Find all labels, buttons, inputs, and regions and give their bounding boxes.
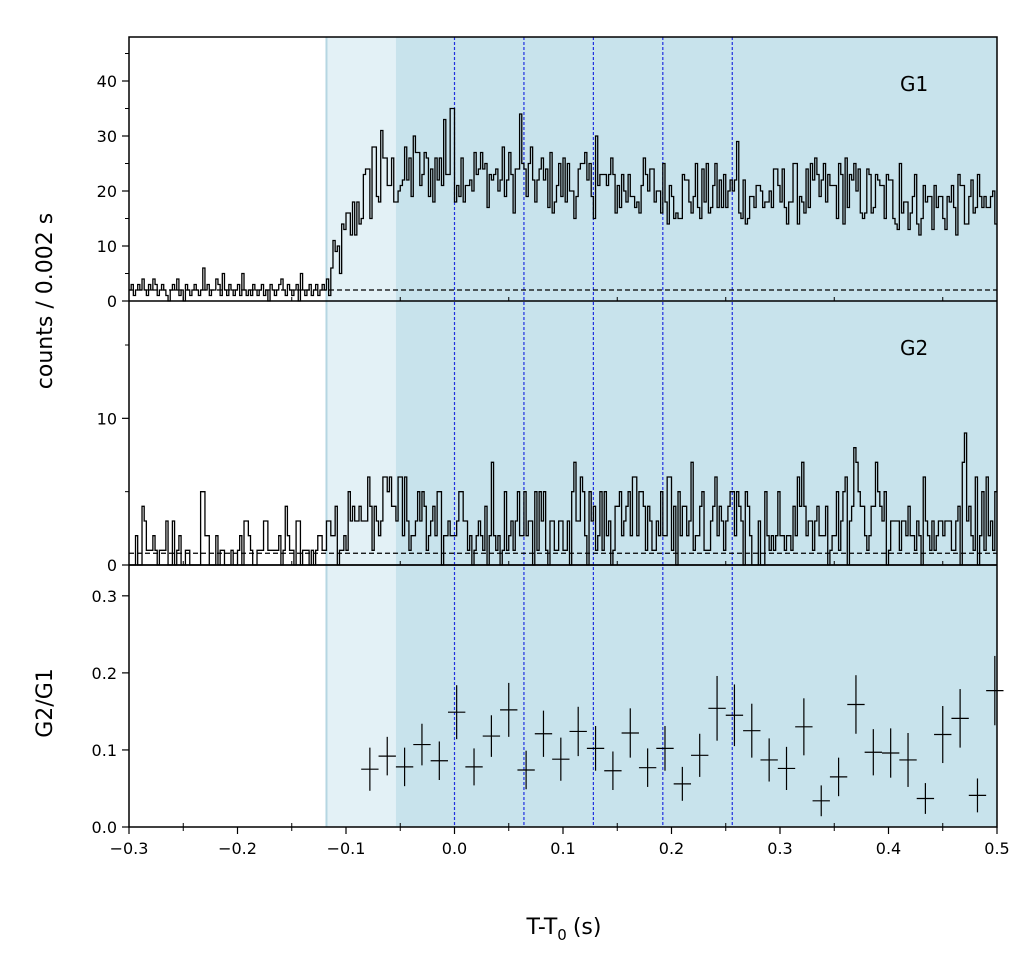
ratio-point-11 xyxy=(552,737,570,781)
ratio-point-28 xyxy=(847,675,865,734)
ratio-point-21 xyxy=(725,684,744,747)
G2-ytick-label-1: 10 xyxy=(97,409,117,428)
ratio-point-14 xyxy=(604,751,622,791)
ratio-point-8 xyxy=(500,682,518,737)
ratio-point-0 xyxy=(361,747,379,791)
ratio-point-2 xyxy=(395,747,414,787)
xtick-label-3: 0.0 xyxy=(442,839,467,858)
ratio-point-33 xyxy=(934,706,952,764)
dark-shaded-region xyxy=(395,37,997,827)
ratio-point-30 xyxy=(881,728,900,778)
ratio-point-35 xyxy=(968,778,987,813)
ratio-ytick-label-1: 0.1 xyxy=(92,741,117,760)
ratio-point-29 xyxy=(864,729,882,776)
ratio-point-13 xyxy=(586,726,605,771)
ratio-point-20 xyxy=(708,675,726,741)
ratio-point-10 xyxy=(534,710,553,757)
xtick-label-5: 0.2 xyxy=(659,839,684,858)
shaded-regions xyxy=(325,37,997,827)
ratio-point-6 xyxy=(465,748,483,786)
ratio-point-25 xyxy=(795,698,813,756)
G1-ytick-label-1: 10 xyxy=(97,237,117,256)
panel-label-g1: G1 xyxy=(900,72,928,96)
xtick-label-0: −0.3 xyxy=(110,839,149,858)
G1-ytick-label-2: 20 xyxy=(97,182,117,201)
ratio-point-5 xyxy=(447,685,466,740)
ratio-point-3 xyxy=(413,723,431,766)
ratio-point-34 xyxy=(951,689,969,748)
ratio-point-18 xyxy=(673,766,692,801)
x-axis-label: T-T0 (s) xyxy=(526,915,602,944)
ratio-ytick-label-2: 0.2 xyxy=(92,664,117,683)
G1-ytick-label-0: 0 xyxy=(107,292,117,311)
ratio-point-32 xyxy=(916,783,935,814)
ratio-point-15 xyxy=(621,708,639,758)
ratio-point-1 xyxy=(378,736,396,776)
ratio-point-23 xyxy=(760,738,778,782)
ratio-point-26 xyxy=(812,785,830,817)
G1-ytick-label-3: 30 xyxy=(97,127,117,146)
ratio-point-27 xyxy=(829,757,848,797)
xtick-label-4: 0.1 xyxy=(550,839,575,858)
G1-ytick-label-4: 40 xyxy=(97,72,117,91)
ratio-point-12 xyxy=(569,706,587,757)
ratio-ytick-label-0: 0.0 xyxy=(92,818,117,837)
y-axis-label-counts: counts / 0.002 s xyxy=(33,213,58,389)
ratio-point-22 xyxy=(743,703,761,758)
ratio-ytick-label-3: 0.3 xyxy=(92,587,117,606)
ratio-point-24 xyxy=(777,746,796,791)
xtick-label-6: 0.3 xyxy=(767,839,792,858)
xtick-label-1: −0.2 xyxy=(218,839,257,858)
xtick-label-7: 0.4 xyxy=(876,839,901,858)
y-axis-label-ratio: G2/G1 xyxy=(33,668,58,738)
ratio-point-4 xyxy=(430,741,448,780)
G2-ytick-label-0: 0 xyxy=(107,556,117,575)
ratio-point-36 xyxy=(986,655,1004,726)
g2-light-curve xyxy=(129,432,997,566)
ratio-point-7 xyxy=(482,715,501,757)
x-axis-label-subscript: 0 xyxy=(557,926,567,944)
x-axis-label-main: T-T xyxy=(526,915,558,940)
ratio-point-17 xyxy=(656,726,674,771)
xtick-label-2: −0.1 xyxy=(327,839,366,858)
panel-label-g2: G2 xyxy=(900,336,928,360)
x-axis-label-unit: (s) xyxy=(573,915,602,940)
ratio-point-9 xyxy=(517,750,535,790)
axes: 0 10 20 30 40 0 10 0.0 0.1 0.2 0.3 −0.3 −0.2 −0.1 0.0 0… xyxy=(92,36,1010,858)
ratio-point-19 xyxy=(691,733,709,777)
light-shaded-region xyxy=(326,37,396,827)
ratio-point-31 xyxy=(899,732,917,787)
xtick-label-8: 0.5 xyxy=(984,839,1009,858)
ratio-point-16 xyxy=(638,748,657,787)
